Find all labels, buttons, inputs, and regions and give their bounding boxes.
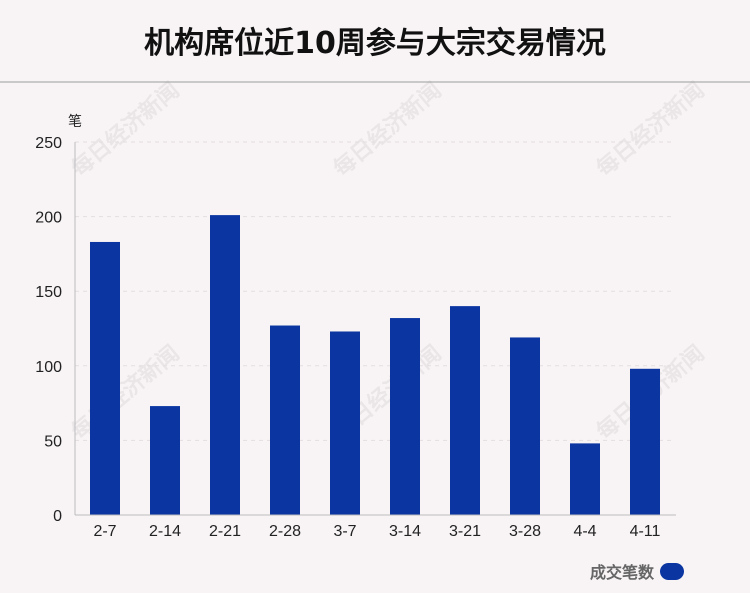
bar-4-11: [630, 368, 660, 515]
axes: [74, 142, 676, 516]
bar-2-7: [90, 241, 120, 516]
watermark-layer: 每日经济新闻每日经济新闻每日经济新闻每日经济新闻每日经济新闻每日经济新闻: [67, 77, 710, 445]
legend: 成交笔数: [590, 559, 684, 583]
y-tick-label: 0: [53, 508, 62, 525]
x-tick-label: 3-14: [389, 523, 421, 540]
bar-3-14: [390, 318, 420, 515]
y-tick-label: 150: [35, 284, 62, 301]
y-tick-label: 250: [35, 135, 62, 152]
axis-labels: 0 50 100 150 200 250 笔 2-7 2-14 2-21 2-28 3-7 3-14 3-…: [35, 114, 660, 540]
bar-3-28: [510, 337, 540, 515]
y-axis-label: 笔: [68, 114, 82, 130]
bar-3-7: [330, 331, 360, 515]
title-divider: [0, 81, 750, 83]
x-tick-label: 2-14: [149, 523, 181, 540]
x-tick-label: 2-21: [209, 523, 241, 540]
bar-2-14: [150, 406, 180, 515]
watermark-text: 每日经济新闻: [329, 77, 447, 182]
bar-4-4: [570, 443, 600, 515]
bars: [90, 215, 660, 516]
chart-title: 机构席位近10周参与大宗交易情况: [144, 26, 606, 61]
y-tick-label: 50: [44, 433, 62, 450]
watermark-text: 每日经济新闻: [67, 77, 185, 182]
legend-swatch: [660, 562, 684, 580]
x-tick-label: 2-28: [269, 523, 301, 540]
x-tick-label: 4-11: [630, 523, 661, 540]
bar-2-28: [270, 325, 300, 515]
legend-label: 成交笔数: [589, 563, 654, 582]
bar-3-21: [450, 306, 480, 515]
bar-2-21: [210, 215, 240, 515]
watermark-text: 每日经济新闻: [592, 77, 710, 182]
y-tick-label: 200: [35, 210, 62, 227]
x-tick-label: 3-7: [333, 523, 356, 540]
y-tick-label: 100: [35, 359, 62, 376]
x-tick-label: 3-28: [509, 523, 541, 540]
x-tick-label: 3-21: [449, 523, 481, 540]
x-tick-label: 2-7: [93, 523, 116, 540]
x-tick-label: 4-4: [573, 523, 596, 540]
